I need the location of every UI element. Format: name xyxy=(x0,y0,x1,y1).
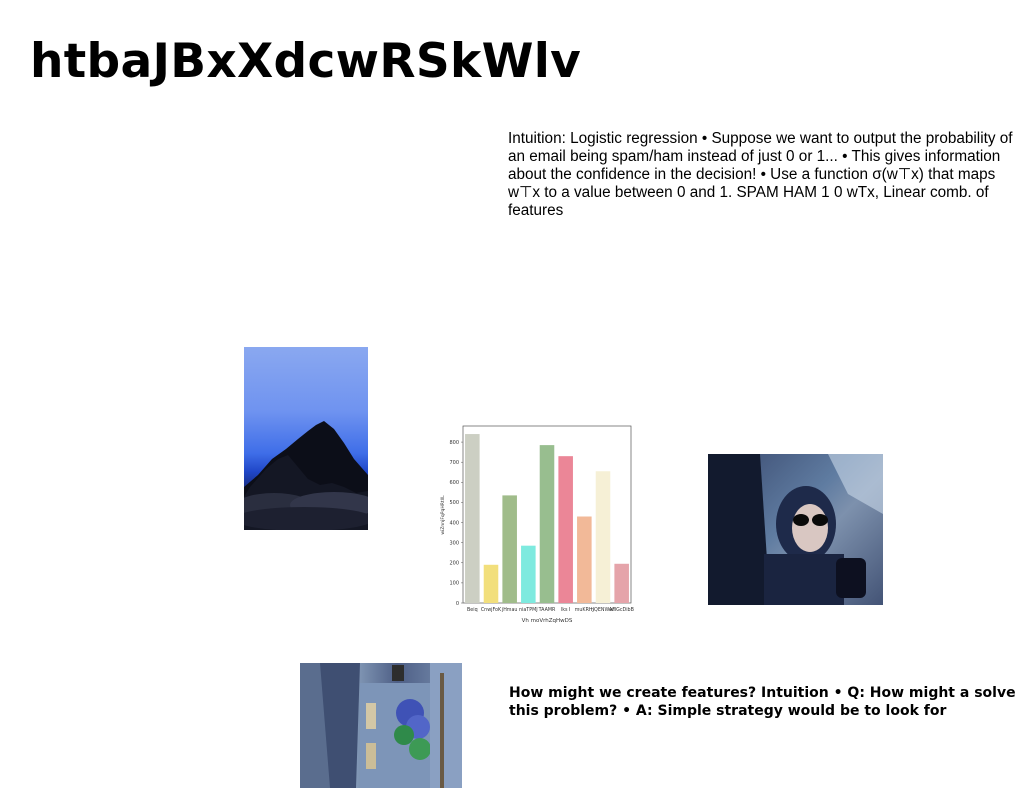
woman-in-car-image xyxy=(708,454,883,605)
chart-bar xyxy=(539,445,555,603)
slide-text-logistic-regression: Intuition: Logistic regression • Suppose… xyxy=(508,130,1013,219)
chart-y-tick-label: 0 xyxy=(456,601,459,607)
chart-x-tick-label: CnwjFoK xyxy=(481,607,502,613)
chart-bar xyxy=(558,456,573,603)
chart-y-tick-label: 600 xyxy=(449,480,459,486)
chart-bar xyxy=(577,516,592,603)
bar-chart: 0 100 200 300 400 500 600 700 800 Beiq CnwjFoK jHm… xyxy=(436,420,636,628)
chart-bar xyxy=(614,563,629,603)
chart-x-tick-label: lks I xyxy=(561,607,571,613)
chart-bar xyxy=(521,545,536,603)
chart-y-tick-label: 200 xyxy=(449,561,459,567)
chart-x-tick-label: muKRHJ xyxy=(575,607,594,613)
chart-bar xyxy=(465,434,480,603)
chart-y-tick-label: 700 xyxy=(449,460,459,466)
page-title: htbaJBxXdcwRSkWlv xyxy=(30,34,582,89)
chart-x-tick-label: nQENWAF xyxy=(591,607,615,613)
chart-y-tick-label: 800 xyxy=(449,440,459,446)
flowered-street-image xyxy=(300,663,462,788)
chart-bar xyxy=(483,564,499,603)
slide-text-create-features: How might we create features? Intuition … xyxy=(509,685,1016,719)
chart-x-tick-label: niaTPMJ xyxy=(519,607,538,613)
chart-x-axis-label: Vh moVrhZqHwDS xyxy=(522,618,573,624)
bar-chart-svg: 0 100 200 300 400 500 600 700 800 Beiq CnwjFoK jHm… xyxy=(440,425,634,624)
chart-bar xyxy=(595,471,611,603)
chart-x-tick-label: Beiq xyxy=(467,607,478,613)
chart-y-tick-label: 300 xyxy=(449,540,459,546)
chart-y-axis-label: wiZnnjFqPqHRtllL xyxy=(440,495,446,535)
chart-y-tick-label: 100 xyxy=(449,581,459,587)
chart-x-tick-label: jHmau xyxy=(501,607,518,613)
chart-y-tick-label: 500 xyxy=(449,500,459,506)
chart-bar xyxy=(502,495,517,603)
chart-y-tick-label: 400 xyxy=(449,520,459,526)
mountain-image xyxy=(244,347,368,530)
chart-x-tick-label: TAAMR xyxy=(538,607,556,613)
chart-x-tick-label: wIIGcDibB xyxy=(609,607,633,613)
